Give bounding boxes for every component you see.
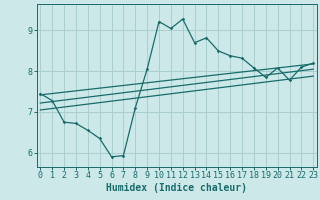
X-axis label: Humidex (Indice chaleur): Humidex (Indice chaleur) xyxy=(106,183,247,193)
